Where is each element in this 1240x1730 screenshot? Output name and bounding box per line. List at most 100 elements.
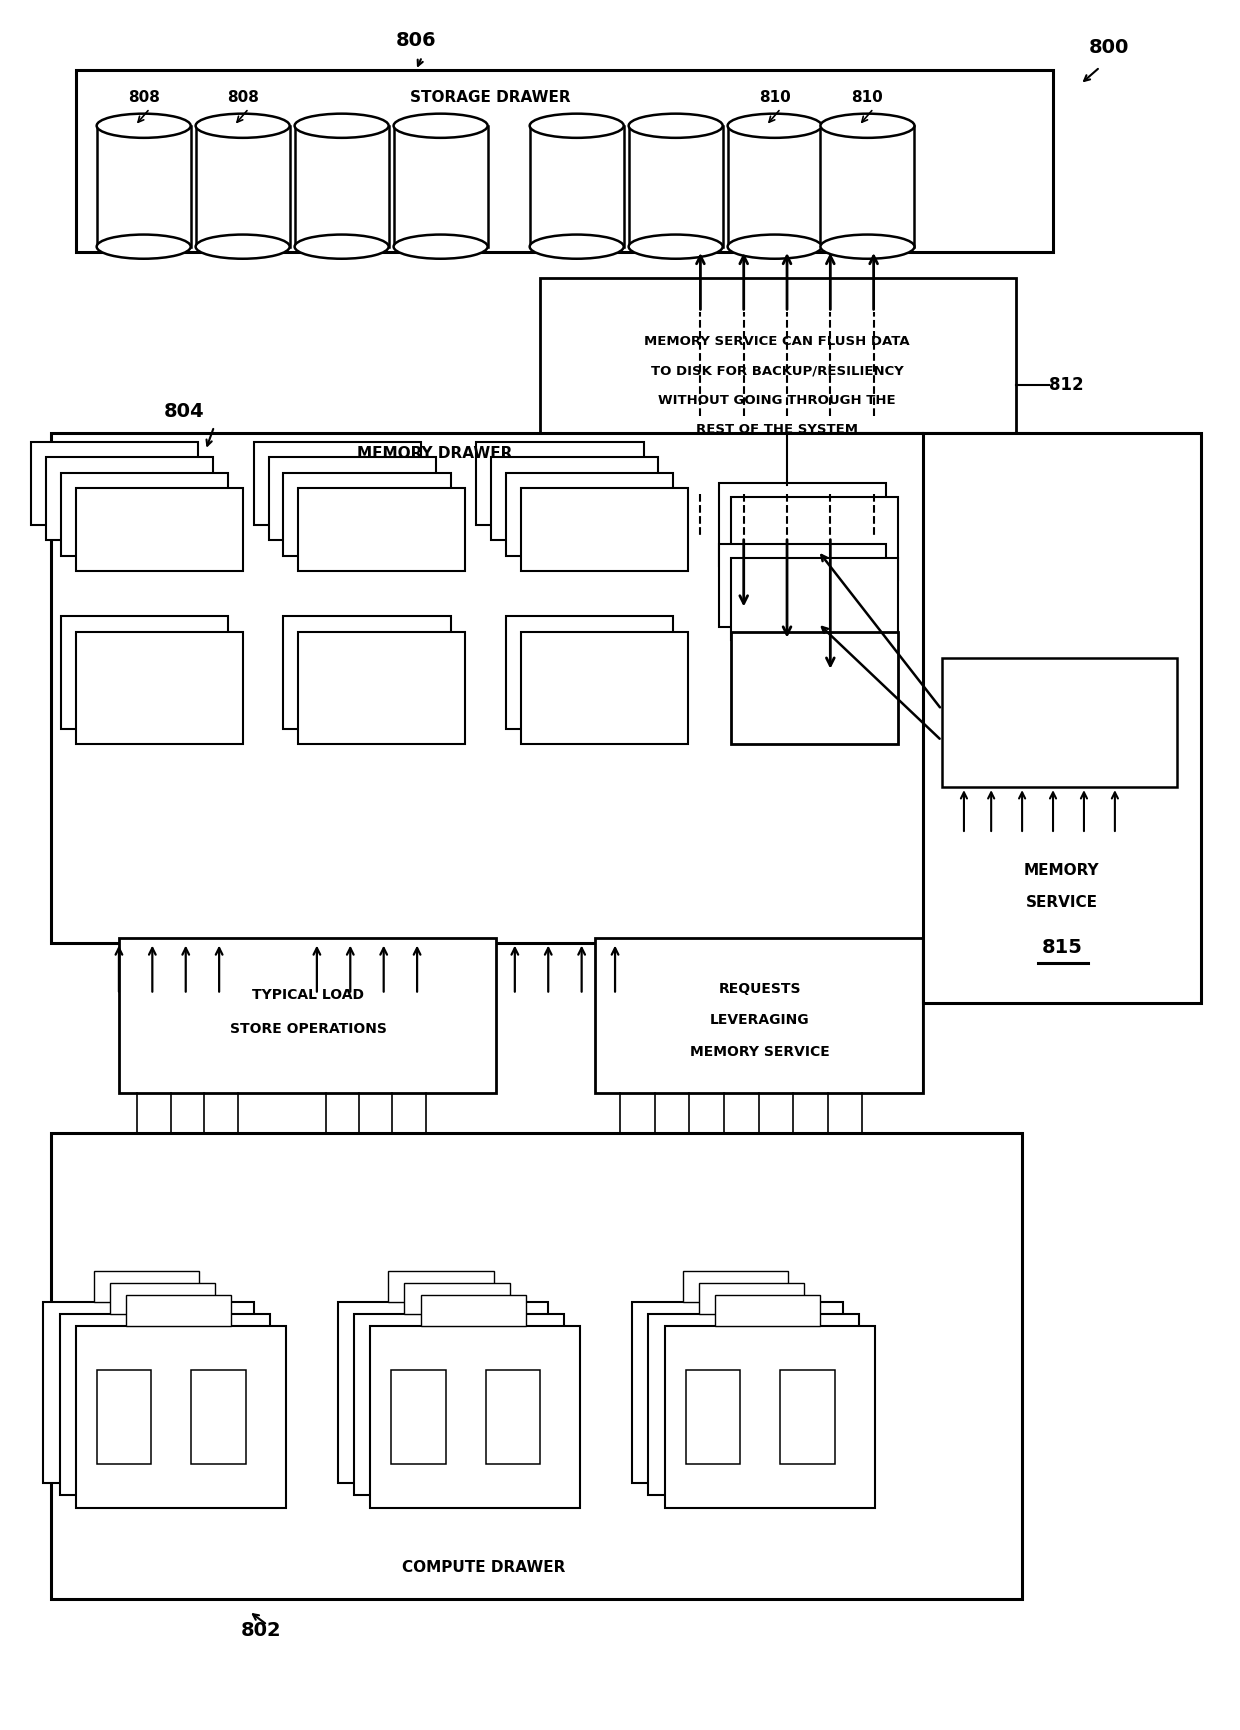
Text: STORE OPERATIONS: STORE OPERATIONS [229,1022,387,1036]
Bar [506,616,673,728]
Ellipse shape [821,235,914,260]
Text: TYPICAL LOAD: TYPICAL LOAD [252,988,365,1002]
Bar [388,1272,494,1303]
Text: 812: 812 [1049,375,1084,394]
Text: MEMORY SERVICE CAN FLUSH DATA: MEMORY SERVICE CAN FLUSH DATA [645,336,910,348]
Text: MEMORY DRAWER: MEMORY DRAWER [357,446,512,462]
Bar [175,1358,229,1451]
Bar [358,1346,414,1439]
Ellipse shape [97,114,191,138]
Bar [699,1284,804,1315]
Bar [196,126,290,247]
Bar [470,1358,525,1451]
Bar [923,432,1202,1003]
Bar [683,1272,787,1303]
Ellipse shape [629,114,723,138]
Bar [393,126,487,247]
Bar [370,1327,580,1507]
Bar [269,457,435,540]
Ellipse shape [295,235,388,260]
Ellipse shape [196,235,290,260]
Bar [284,616,450,728]
Bar [670,1358,724,1451]
Bar [61,616,228,728]
Bar [64,1346,119,1439]
Bar [76,488,243,571]
Text: 815: 815 [1042,938,1083,957]
Text: MEMORY SERVICE: MEMORY SERVICE [689,1045,830,1059]
Bar [715,1296,820,1327]
Text: TO DISK FOR BACKUP/RESILIENCY: TO DISK FOR BACKUP/RESILIENCY [651,365,904,377]
Bar [60,1315,270,1495]
Text: 802: 802 [241,1621,281,1640]
Ellipse shape [196,114,290,138]
Ellipse shape [529,114,624,138]
Bar [732,497,898,580]
Bar [391,1370,446,1464]
Bar [404,1284,510,1315]
Text: 806: 806 [396,31,436,50]
Ellipse shape [728,114,822,138]
Text: 804: 804 [164,401,205,420]
Text: COMPUTE DRAWER: COMPUTE DRAWER [402,1560,565,1576]
Bar [821,126,914,247]
Text: REST OF THE SYSTEM: REST OF THE SYSTEM [696,424,858,436]
Bar [780,1370,835,1464]
Text: 808: 808 [227,90,259,106]
Bar [94,1272,200,1303]
Bar [665,1327,875,1507]
Bar [61,472,228,555]
Bar [732,557,898,640]
Bar [476,441,644,524]
Bar [81,1358,135,1451]
Bar [506,472,673,555]
Ellipse shape [529,235,624,260]
Bar [299,631,465,744]
Bar [76,631,243,744]
Bar [191,1370,246,1464]
Text: STORAGE DRAWER: STORAGE DRAWER [409,90,570,106]
Bar [374,1358,430,1451]
Bar [629,126,723,247]
Bar [254,441,420,524]
Text: SERVICE: SERVICE [1025,896,1097,910]
Bar [686,1370,740,1464]
Bar [119,938,496,1093]
Text: MEMORY: MEMORY [1024,863,1100,877]
Bar [51,1133,1022,1599]
Bar [653,1346,708,1439]
Bar [46,457,213,540]
Bar [295,126,388,247]
Bar [941,657,1177,787]
Bar [43,1303,254,1483]
Bar [159,1346,213,1439]
Bar [748,1346,802,1439]
Bar [97,126,191,247]
Ellipse shape [295,114,388,138]
Bar [97,1370,151,1464]
Bar [299,488,465,571]
Bar [529,126,624,247]
Bar [719,483,887,566]
Bar [76,1327,286,1507]
Text: 810: 810 [852,90,883,106]
Bar [51,432,1028,943]
Text: 800: 800 [1089,38,1128,57]
Bar [76,71,1053,253]
Bar [491,457,658,540]
Bar [110,1284,216,1315]
Bar [284,472,450,555]
Ellipse shape [728,235,822,260]
Text: WITHOUT GOING THROUGH THE: WITHOUT GOING THROUGH THE [658,394,897,407]
Ellipse shape [629,235,723,260]
Bar [521,631,688,744]
Bar [521,488,688,571]
Bar [339,1303,548,1483]
Bar [719,543,887,626]
Bar [595,938,923,1093]
Ellipse shape [821,114,914,138]
Bar [649,1315,859,1495]
Bar [126,1296,232,1327]
Ellipse shape [393,235,487,260]
Ellipse shape [393,114,487,138]
